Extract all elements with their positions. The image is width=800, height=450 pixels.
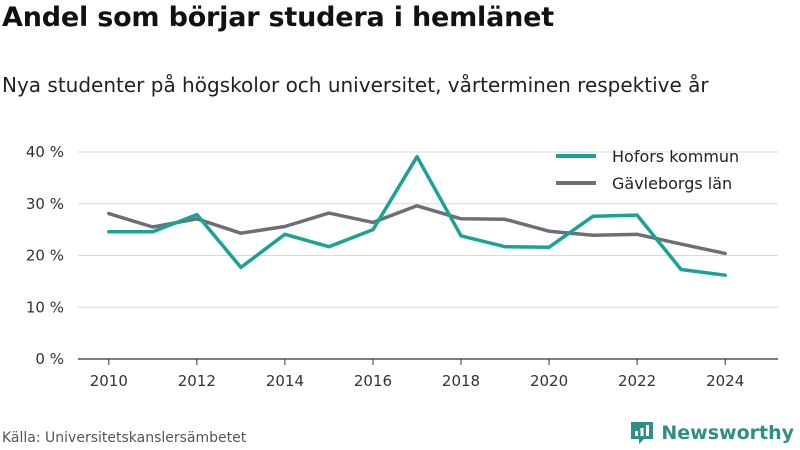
brand-name: Newsworthy xyxy=(661,422,794,444)
legend-label: Hofors kommun xyxy=(612,147,739,166)
y-tick-label: 20 % xyxy=(26,247,64,265)
x-tick-label: 2018 xyxy=(442,372,480,390)
x-tick-label: 2016 xyxy=(354,372,392,390)
series-line-gavleborgs-lan xyxy=(107,204,727,256)
x-tick-label: 2022 xyxy=(618,372,656,390)
newsworthy-logo-icon xyxy=(631,422,654,444)
x-tick-label: 2020 xyxy=(530,372,568,390)
series-line-hofors-kommun xyxy=(107,154,727,277)
x-tick-label: 2010 xyxy=(90,372,128,390)
y-tick-label: 30 % xyxy=(26,195,64,213)
legend-label: Gävleborgs län xyxy=(612,174,732,193)
source-note: Källa: Universitetskanslersämbetet xyxy=(2,430,247,446)
x-tick-label: 2014 xyxy=(266,372,304,390)
brand-logo: Newsworthy xyxy=(629,420,794,446)
x-tick-label: 2024 xyxy=(706,372,744,390)
y-tick-label: 40 % xyxy=(26,143,64,161)
chart-subtitle: Nya studenter på högskolor och universit… xyxy=(2,73,709,97)
y-tick-label: 0 % xyxy=(35,350,64,368)
x-tick-label: 2012 xyxy=(178,372,216,390)
y-tick-label: 10 % xyxy=(26,298,64,316)
chart-title: Andel som börjar studera i hemlänet xyxy=(2,2,554,33)
